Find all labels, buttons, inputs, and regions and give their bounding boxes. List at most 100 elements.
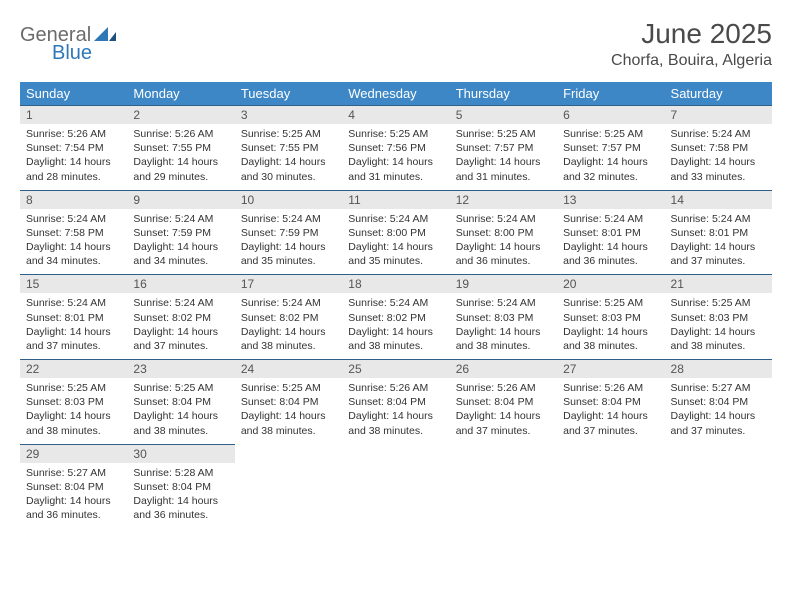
month-title: June 2025 <box>611 18 772 50</box>
calendar-week-row: 15Sunrise: 5:24 AMSunset: 8:01 PMDayligh… <box>20 274 772 359</box>
calendar-cell: 19Sunrise: 5:24 AMSunset: 8:03 PMDayligh… <box>450 274 557 359</box>
daylight-text-2: and 38 minutes. <box>241 424 336 438</box>
day-details: Sunrise: 5:25 AMSunset: 8:04 PMDaylight:… <box>127 378 234 444</box>
day-details: Sunrise: 5:25 AMSunset: 8:03 PMDaylight:… <box>20 378 127 444</box>
day-details: Sunrise: 5:26 AMSunset: 8:04 PMDaylight:… <box>557 378 664 444</box>
day-number: 25 <box>342 359 449 378</box>
calendar-header-row: SundayMondayTuesdayWednesdayThursdayFrid… <box>20 82 772 105</box>
day-number: 13 <box>557 190 664 209</box>
day-details: Sunrise: 5:24 AMSunset: 8:02 PMDaylight:… <box>127 293 234 359</box>
daylight-text-2: and 38 minutes. <box>563 339 658 353</box>
day-number: 26 <box>450 359 557 378</box>
day-number: 4 <box>342 105 449 124</box>
day-details: Sunrise: 5:26 AMSunset: 7:54 PMDaylight:… <box>20 124 127 190</box>
daylight-text-1: Daylight: 14 hours <box>133 409 228 423</box>
sunset-text: Sunset: 8:04 PM <box>456 395 551 409</box>
daylight-text-1: Daylight: 14 hours <box>133 240 228 254</box>
sunset-text: Sunset: 8:00 PM <box>456 226 551 240</box>
sunset-text: Sunset: 8:03 PM <box>671 311 766 325</box>
day-number: 21 <box>665 274 772 293</box>
sunset-text: Sunset: 7:58 PM <box>26 226 121 240</box>
weekday-header: Saturday <box>665 82 772 105</box>
calendar-cell <box>665 444 772 529</box>
daylight-text-1: Daylight: 14 hours <box>456 240 551 254</box>
calendar-cell: 26Sunrise: 5:26 AMSunset: 8:04 PMDayligh… <box>450 359 557 444</box>
sunrise-text: Sunrise: 5:25 AM <box>26 381 121 395</box>
day-details: Sunrise: 5:24 AMSunset: 8:00 PMDaylight:… <box>450 209 557 275</box>
header: General June 2025 Chorfa, Bouira, Algeri… <box>20 18 772 70</box>
sunrise-text: Sunrise: 5:24 AM <box>241 212 336 226</box>
sunrise-text: Sunrise: 5:24 AM <box>348 296 443 310</box>
daylight-text-1: Daylight: 14 hours <box>26 155 121 169</box>
sunset-text: Sunset: 8:04 PM <box>133 395 228 409</box>
day-details: Sunrise: 5:24 AMSunset: 8:01 PMDaylight:… <box>20 293 127 359</box>
weekday-header: Thursday <box>450 82 557 105</box>
calendar-cell: 7Sunrise: 5:24 AMSunset: 7:58 PMDaylight… <box>665 105 772 190</box>
calendar-cell: 5Sunrise: 5:25 AMSunset: 7:57 PMDaylight… <box>450 105 557 190</box>
day-details: Sunrise: 5:24 AMSunset: 8:01 PMDaylight:… <box>665 209 772 275</box>
sunset-text: Sunset: 8:02 PM <box>348 311 443 325</box>
sunset-text: Sunset: 7:57 PM <box>563 141 658 155</box>
day-number: 14 <box>665 190 772 209</box>
sunrise-text: Sunrise: 5:24 AM <box>348 212 443 226</box>
sunset-text: Sunset: 7:58 PM <box>671 141 766 155</box>
calendar-cell: 29Sunrise: 5:27 AMSunset: 8:04 PMDayligh… <box>20 444 127 529</box>
day-details: Sunrise: 5:25 AMSunset: 7:57 PMDaylight:… <box>557 124 664 190</box>
sunrise-text: Sunrise: 5:25 AM <box>241 127 336 141</box>
calendar-body: 1Sunrise: 5:26 AMSunset: 7:54 PMDaylight… <box>20 105 772 528</box>
calendar-cell: 6Sunrise: 5:25 AMSunset: 7:57 PMDaylight… <box>557 105 664 190</box>
sunrise-text: Sunrise: 5:24 AM <box>133 296 228 310</box>
calendar-cell: 9Sunrise: 5:24 AMSunset: 7:59 PMDaylight… <box>127 190 234 275</box>
calendar-cell <box>450 444 557 529</box>
sunrise-text: Sunrise: 5:25 AM <box>241 381 336 395</box>
sunset-text: Sunset: 8:03 PM <box>563 311 658 325</box>
calendar-cell: 20Sunrise: 5:25 AMSunset: 8:03 PMDayligh… <box>557 274 664 359</box>
sunset-text: Sunset: 7:56 PM <box>348 141 443 155</box>
daylight-text-2: and 38 minutes. <box>348 424 443 438</box>
daylight-text-2: and 36 minutes. <box>456 254 551 268</box>
day-details: Sunrise: 5:25 AMSunset: 8:03 PMDaylight:… <box>665 293 772 359</box>
day-details: Sunrise: 5:24 AMSunset: 7:59 PMDaylight:… <box>127 209 234 275</box>
day-details: Sunrise: 5:26 AMSunset: 8:04 PMDaylight:… <box>450 378 557 444</box>
sunset-text: Sunset: 7:59 PM <box>241 226 336 240</box>
calendar-cell: 22Sunrise: 5:25 AMSunset: 8:03 PMDayligh… <box>20 359 127 444</box>
daylight-text-2: and 36 minutes. <box>26 508 121 522</box>
sunrise-text: Sunrise: 5:24 AM <box>26 212 121 226</box>
day-number: 18 <box>342 274 449 293</box>
sunset-text: Sunset: 7:59 PM <box>133 226 228 240</box>
sunset-text: Sunset: 8:03 PM <box>26 395 121 409</box>
sunset-text: Sunset: 8:03 PM <box>456 311 551 325</box>
calendar-cell: 14Sunrise: 5:24 AMSunset: 8:01 PMDayligh… <box>665 190 772 275</box>
location-text: Chorfa, Bouira, Algeria <box>611 52 772 70</box>
weekday-header: Friday <box>557 82 664 105</box>
daylight-text-1: Daylight: 14 hours <box>241 409 336 423</box>
calendar-cell: 28Sunrise: 5:27 AMSunset: 8:04 PMDayligh… <box>665 359 772 444</box>
daylight-text-1: Daylight: 14 hours <box>241 240 336 254</box>
sunrise-text: Sunrise: 5:25 AM <box>671 296 766 310</box>
daylight-text-2: and 36 minutes. <box>133 508 228 522</box>
day-number: 15 <box>20 274 127 293</box>
calendar-cell: 4Sunrise: 5:25 AMSunset: 7:56 PMDaylight… <box>342 105 449 190</box>
calendar-week-row: 29Sunrise: 5:27 AMSunset: 8:04 PMDayligh… <box>20 444 772 529</box>
day-details: Sunrise: 5:24 AMSunset: 7:59 PMDaylight:… <box>235 209 342 275</box>
sunset-text: Sunset: 7:55 PM <box>241 141 336 155</box>
sunset-text: Sunset: 8:04 PM <box>241 395 336 409</box>
sunset-text: Sunset: 8:01 PM <box>671 226 766 240</box>
daylight-text-2: and 28 minutes. <box>26 170 121 184</box>
calendar-cell: 25Sunrise: 5:26 AMSunset: 8:04 PMDayligh… <box>342 359 449 444</box>
sunset-text: Sunset: 8:02 PM <box>241 311 336 325</box>
day-number: 10 <box>235 190 342 209</box>
sunrise-text: Sunrise: 5:24 AM <box>671 127 766 141</box>
sunset-text: Sunset: 8:04 PM <box>671 395 766 409</box>
daylight-text-2: and 37 minutes. <box>26 339 121 353</box>
daylight-text-2: and 36 minutes. <box>563 254 658 268</box>
daylight-text-1: Daylight: 14 hours <box>26 409 121 423</box>
calendar-cell: 1Sunrise: 5:26 AMSunset: 7:54 PMDaylight… <box>20 105 127 190</box>
daylight-text-1: Daylight: 14 hours <box>133 155 228 169</box>
weekday-header: Monday <box>127 82 234 105</box>
day-number: 2 <box>127 105 234 124</box>
daylight-text-1: Daylight: 14 hours <box>456 155 551 169</box>
calendar-cell: 18Sunrise: 5:24 AMSunset: 8:02 PMDayligh… <box>342 274 449 359</box>
sunrise-text: Sunrise: 5:24 AM <box>456 296 551 310</box>
sunrise-text: Sunrise: 5:25 AM <box>456 127 551 141</box>
